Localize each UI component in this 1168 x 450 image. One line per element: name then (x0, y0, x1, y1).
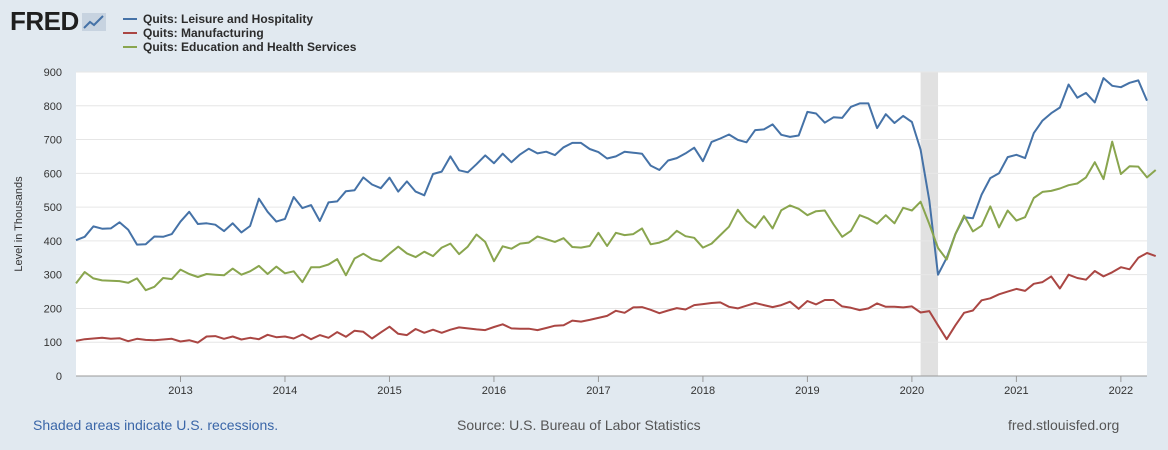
legend-swatch-education (123, 46, 137, 48)
x-tick-label: 2021 (1004, 385, 1028, 397)
x-tick-label: 2020 (900, 385, 924, 397)
legend-item-manufacturing: Quits: Manufacturing (123, 26, 356, 40)
legend-swatch-leisure (123, 18, 137, 20)
series-line-manufacturing (75, 252, 1157, 344)
y-tick-label: 400 (44, 236, 62, 248)
x-tick-label: 2018 (691, 385, 715, 397)
legend-label-manufacturing: Quits: Manufacturing (143, 26, 264, 40)
x-tick-label: 2016 (482, 385, 506, 397)
x-tick-label: 2017 (586, 385, 610, 397)
legend-item-education: Quits: Education and Health Services (123, 40, 356, 54)
y-tick-label: 200 (44, 303, 62, 315)
y-axis-label: Level in Thousands (13, 176, 25, 272)
fred-url: fred.stlouisfed.org (1008, 417, 1120, 433)
x-tick-label: 2013 (168, 385, 192, 397)
y-tick-label: 800 (44, 101, 62, 113)
line-chart-icon (81, 12, 106, 31)
legend-label-education: Quits: Education and Health Services (143, 40, 357, 54)
y-tick-label: 500 (44, 202, 62, 214)
series-line-leisure (75, 77, 1148, 276)
legend-label-leisure: Quits: Leisure and Hospitality (143, 12, 314, 26)
recession-note: Shaded areas indicate U.S. recessions. (33, 417, 279, 433)
source-text: Source: U.S. Bureau of Labor Statistics (457, 417, 701, 433)
y-tick-label: 100 (44, 337, 62, 349)
x-tick-label: 2015 (377, 385, 401, 397)
y-tick-label: 900 (44, 67, 62, 79)
x-tick-label: 2019 (795, 385, 819, 397)
legend-item-leisure: Quits: Leisure and Hospitality (123, 12, 356, 26)
logo-text: FRED (10, 6, 79, 36)
y-tick-label: 300 (44, 270, 62, 282)
x-tick-label: 2014 (273, 385, 297, 397)
y-tick-label: 700 (44, 135, 62, 147)
line-chart: 0 100 200 300 400 500 600 700 800 900 2013 2014 2015… (13, 67, 1157, 397)
plot-area (76, 72, 1147, 376)
legend-swatch-manufacturing (123, 32, 137, 34)
chart-legend: Quits: Leisure and Hospitality Quits: Ma… (123, 12, 356, 54)
y-tick-label: 600 (44, 168, 62, 180)
series-line-education (75, 140, 1157, 292)
fred-logo: FRED (10, 6, 106, 37)
y-tick-label: 0 (56, 371, 62, 383)
x-tick-label: 2022 (1109, 385, 1133, 397)
